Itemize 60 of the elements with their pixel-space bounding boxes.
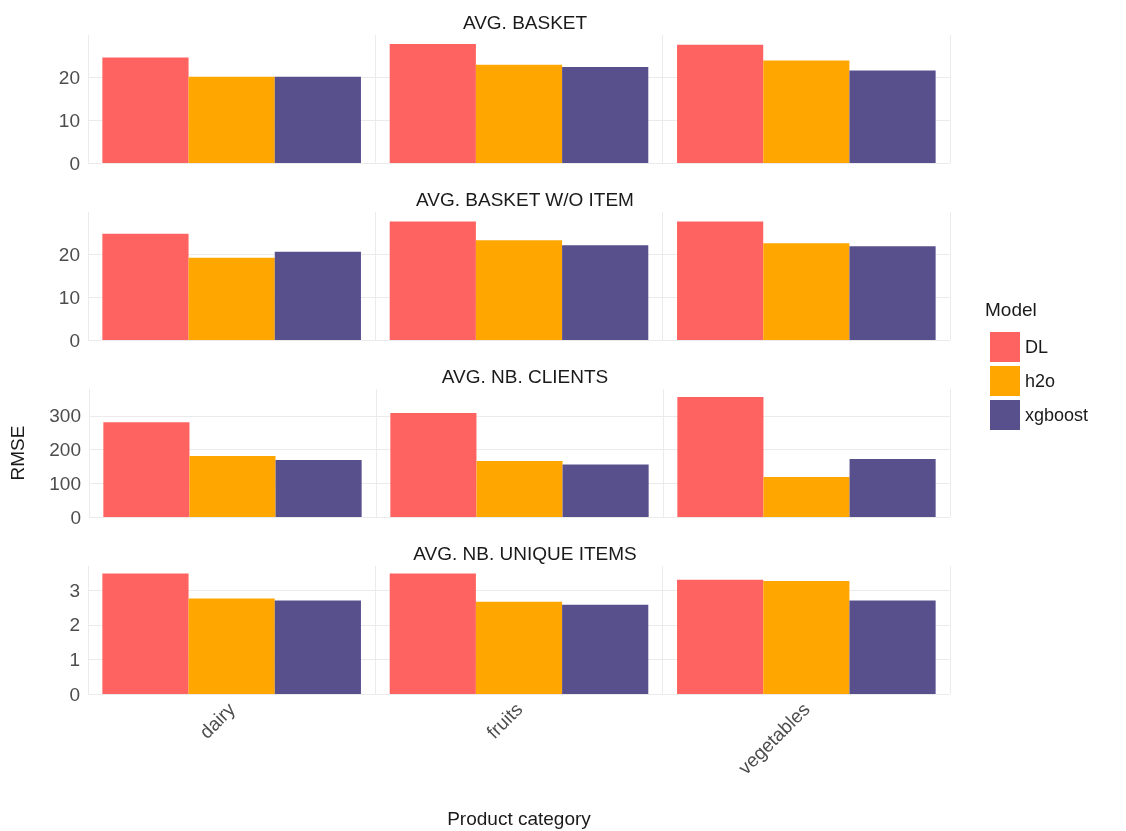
bar (188, 257, 275, 340)
bar (189, 456, 276, 517)
bar (677, 579, 764, 694)
bar (475, 601, 563, 694)
bar (562, 604, 649, 694)
chart-title: AVG. BASKET W/O ITEM (416, 189, 634, 210)
chart-title: AVG. BASKET (462, 12, 588, 33)
y-tick-label: 0 (69, 329, 80, 351)
bar (274, 600, 361, 694)
y-tick-label: 20 (58, 67, 80, 89)
bar (677, 44, 764, 163)
bar (849, 600, 936, 694)
bar (763, 580, 850, 694)
y-tick-label: 20 (58, 244, 80, 266)
y-tick-label: 200 (49, 439, 81, 461)
bar (763, 243, 850, 340)
bar (103, 422, 190, 517)
bar (389, 573, 476, 694)
bar (476, 461, 563, 517)
y-tick-label: 0 (70, 506, 81, 528)
legend-label: xgboost (1025, 405, 1089, 425)
bar (763, 60, 850, 163)
bar (849, 246, 936, 340)
y-tick-label: 2 (69, 614, 80, 636)
chart-title: AVG. NB. CLIENTS (441, 366, 609, 387)
y-tick-label: 0 (69, 683, 80, 705)
bar (562, 464, 649, 517)
bar (274, 251, 361, 340)
bar (562, 245, 649, 340)
bar (677, 397, 764, 517)
legend-title: Model (985, 299, 1037, 320)
y-tick-label: 100 (49, 472, 81, 494)
bar (188, 76, 275, 163)
y-tick-label: 0 (69, 152, 80, 174)
y-axis-title: RMSE (7, 425, 28, 481)
bar (849, 459, 936, 517)
y-tick-label: 1 (69, 648, 80, 670)
bar (389, 43, 476, 163)
y-tick-label: 10 (58, 109, 80, 131)
bar (102, 57, 189, 163)
bar (188, 598, 275, 694)
bar (475, 240, 563, 340)
bar (102, 573, 189, 694)
bar (275, 460, 362, 517)
y-tick-label: 10 (58, 286, 80, 308)
bar (102, 233, 189, 340)
bar (389, 221, 476, 340)
x-axis-title: Product category (447, 808, 592, 829)
bar (390, 412, 477, 517)
legend-label: h2o (1025, 371, 1056, 391)
bar (677, 221, 764, 340)
legend-label: DL (1025, 337, 1049, 357)
bar (763, 476, 850, 517)
bar (475, 64, 563, 163)
bar (562, 67, 649, 163)
bar (849, 70, 936, 163)
y-tick-label: 300 (49, 405, 81, 427)
bar (274, 76, 361, 163)
chart-title: AVG. NB. UNIQUE ITEMS (413, 543, 637, 564)
y-tick-label: 3 (69, 579, 80, 601)
